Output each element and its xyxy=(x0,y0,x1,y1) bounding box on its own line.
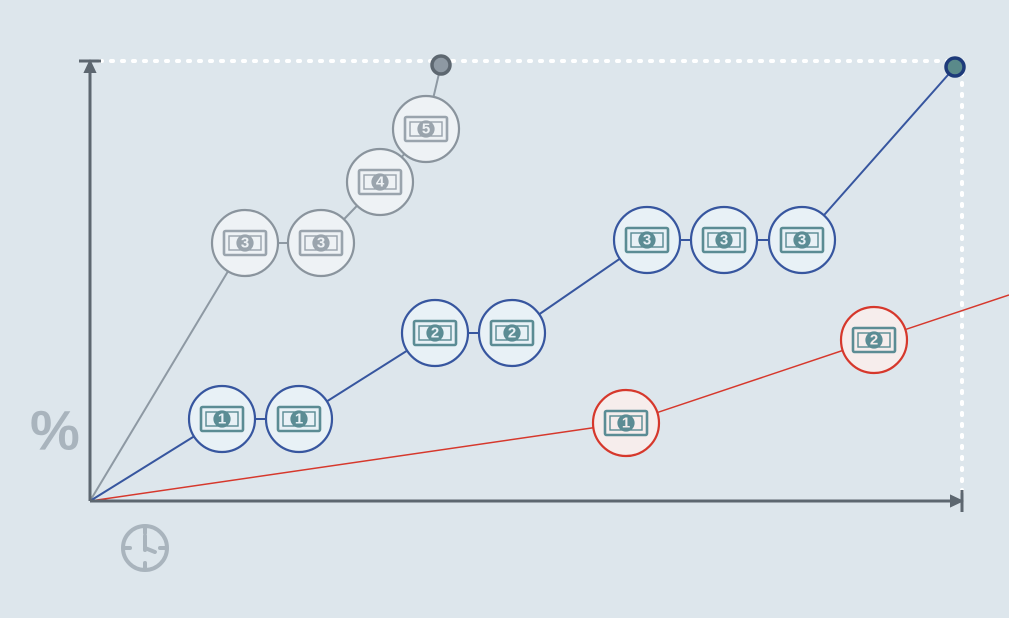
node-label: 1 xyxy=(295,411,303,428)
blue-node-2b: 2 xyxy=(479,300,545,366)
red-node-1: 1 xyxy=(593,390,659,456)
blue-node-1a: 1 xyxy=(189,386,255,452)
y-axis-label: % xyxy=(30,399,80,462)
node-label: 2 xyxy=(431,325,439,342)
blue-node-3a: 3 xyxy=(614,207,680,273)
endpoint-blue xyxy=(946,58,964,76)
node-label: 2 xyxy=(508,325,516,342)
blue-node-1b: 1 xyxy=(266,386,332,452)
node-label: 3 xyxy=(317,235,325,252)
endpoint-gray xyxy=(432,56,450,74)
blue-node-2a: 2 xyxy=(402,300,468,366)
red-node-2: 2 xyxy=(841,307,907,373)
node-label: 4 xyxy=(376,174,385,191)
node-label: 3 xyxy=(798,232,806,249)
node-label: 3 xyxy=(241,235,249,252)
blue-node-3b: 3 xyxy=(691,207,757,273)
gray-node-4: 4 xyxy=(347,149,413,215)
node-label: 3 xyxy=(720,232,728,249)
node-label: 1 xyxy=(622,415,630,432)
node-label: 5 xyxy=(422,121,430,138)
node-label: 1 xyxy=(218,411,226,428)
gray-node-5: 5 xyxy=(393,96,459,162)
clock-icon xyxy=(123,526,167,570)
gray-node-3a: 3 xyxy=(212,210,278,276)
blue-node-3c: 3 xyxy=(769,207,835,273)
node-label: 2 xyxy=(870,332,878,349)
gray-node-3b: 3 xyxy=(288,210,354,276)
node-label: 3 xyxy=(643,232,651,249)
